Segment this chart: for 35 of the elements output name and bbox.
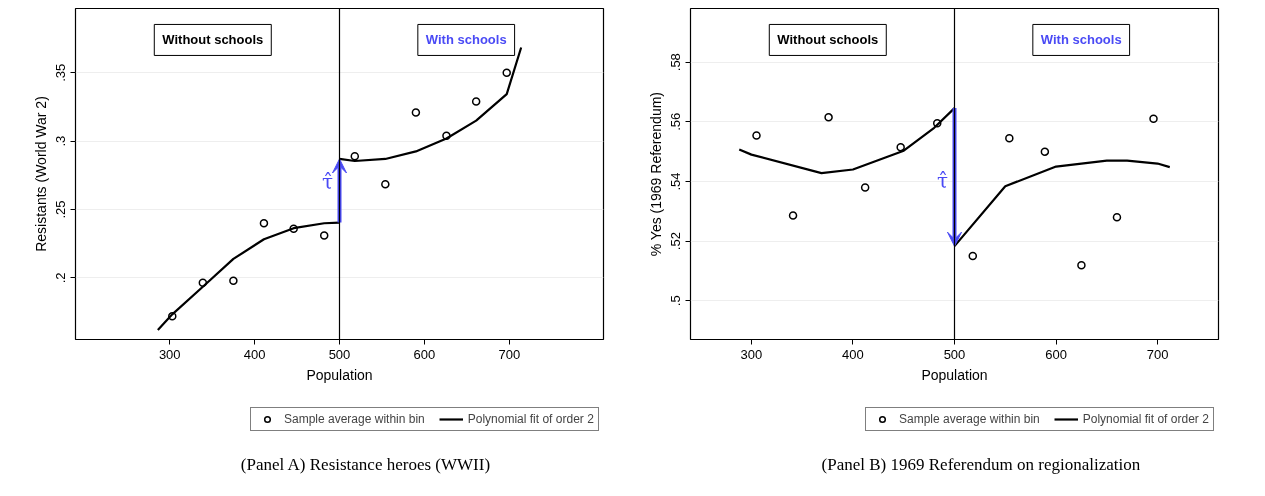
x-tick-label: 600 bbox=[413, 346, 436, 362]
x-tick-label: 500 bbox=[328, 346, 351, 362]
annotation: Without schools bbox=[162, 32, 264, 48]
annotation: τ̂ bbox=[321, 170, 334, 195]
x-tick-label: 400 bbox=[842, 346, 864, 362]
legend-label: Polynomial fit of order 2 bbox=[467, 412, 594, 426]
annotation: With schools bbox=[1040, 32, 1122, 48]
x-tick-label: 700 bbox=[498, 346, 521, 362]
x-axis-title: Population bbox=[306, 366, 373, 383]
x-axis-title: Population bbox=[921, 366, 988, 383]
x-tick-label: 400 bbox=[243, 346, 266, 362]
y-tick-label: .25 bbox=[53, 200, 69, 219]
y-tick-label: .3 bbox=[53, 135, 69, 147]
y-tick-label: .35 bbox=[53, 63, 69, 82]
legend-label: Polynomial fit of order 2 bbox=[1082, 412, 1209, 426]
x-tick-label: 600 bbox=[1045, 346, 1067, 362]
annotation: τ̂ bbox=[936, 169, 949, 194]
y-tick-label: .58 bbox=[668, 53, 684, 72]
y-tick-label: .5 bbox=[668, 295, 684, 307]
y-tick-label: .54 bbox=[668, 172, 684, 191]
y-tick-label: .52 bbox=[668, 232, 684, 251]
x-tick-label: 700 bbox=[1146, 346, 1169, 362]
annotation: With schools bbox=[425, 32, 507, 48]
text: (Panel A) Resistance heroes (WWII) bbox=[240, 454, 491, 474]
y-axis-title: Resistants (World War 2) bbox=[32, 96, 49, 252]
legend-label: Sample average within bin bbox=[899, 412, 1040, 426]
x-tick-label: 300 bbox=[158, 346, 181, 362]
text: (Panel B) 1969 Referendum on regionalization bbox=[821, 454, 1141, 474]
annotation: Without schools bbox=[777, 32, 879, 48]
y-axis-title: % Yes (1969 Referendum) bbox=[647, 92, 664, 257]
legend-label: Sample average within bin bbox=[284, 412, 425, 426]
x-tick-label: 500 bbox=[943, 346, 966, 362]
x-tick-label: 300 bbox=[740, 346, 763, 362]
y-tick-label: .2 bbox=[53, 272, 69, 284]
y-tick-label: .56 bbox=[668, 112, 684, 131]
